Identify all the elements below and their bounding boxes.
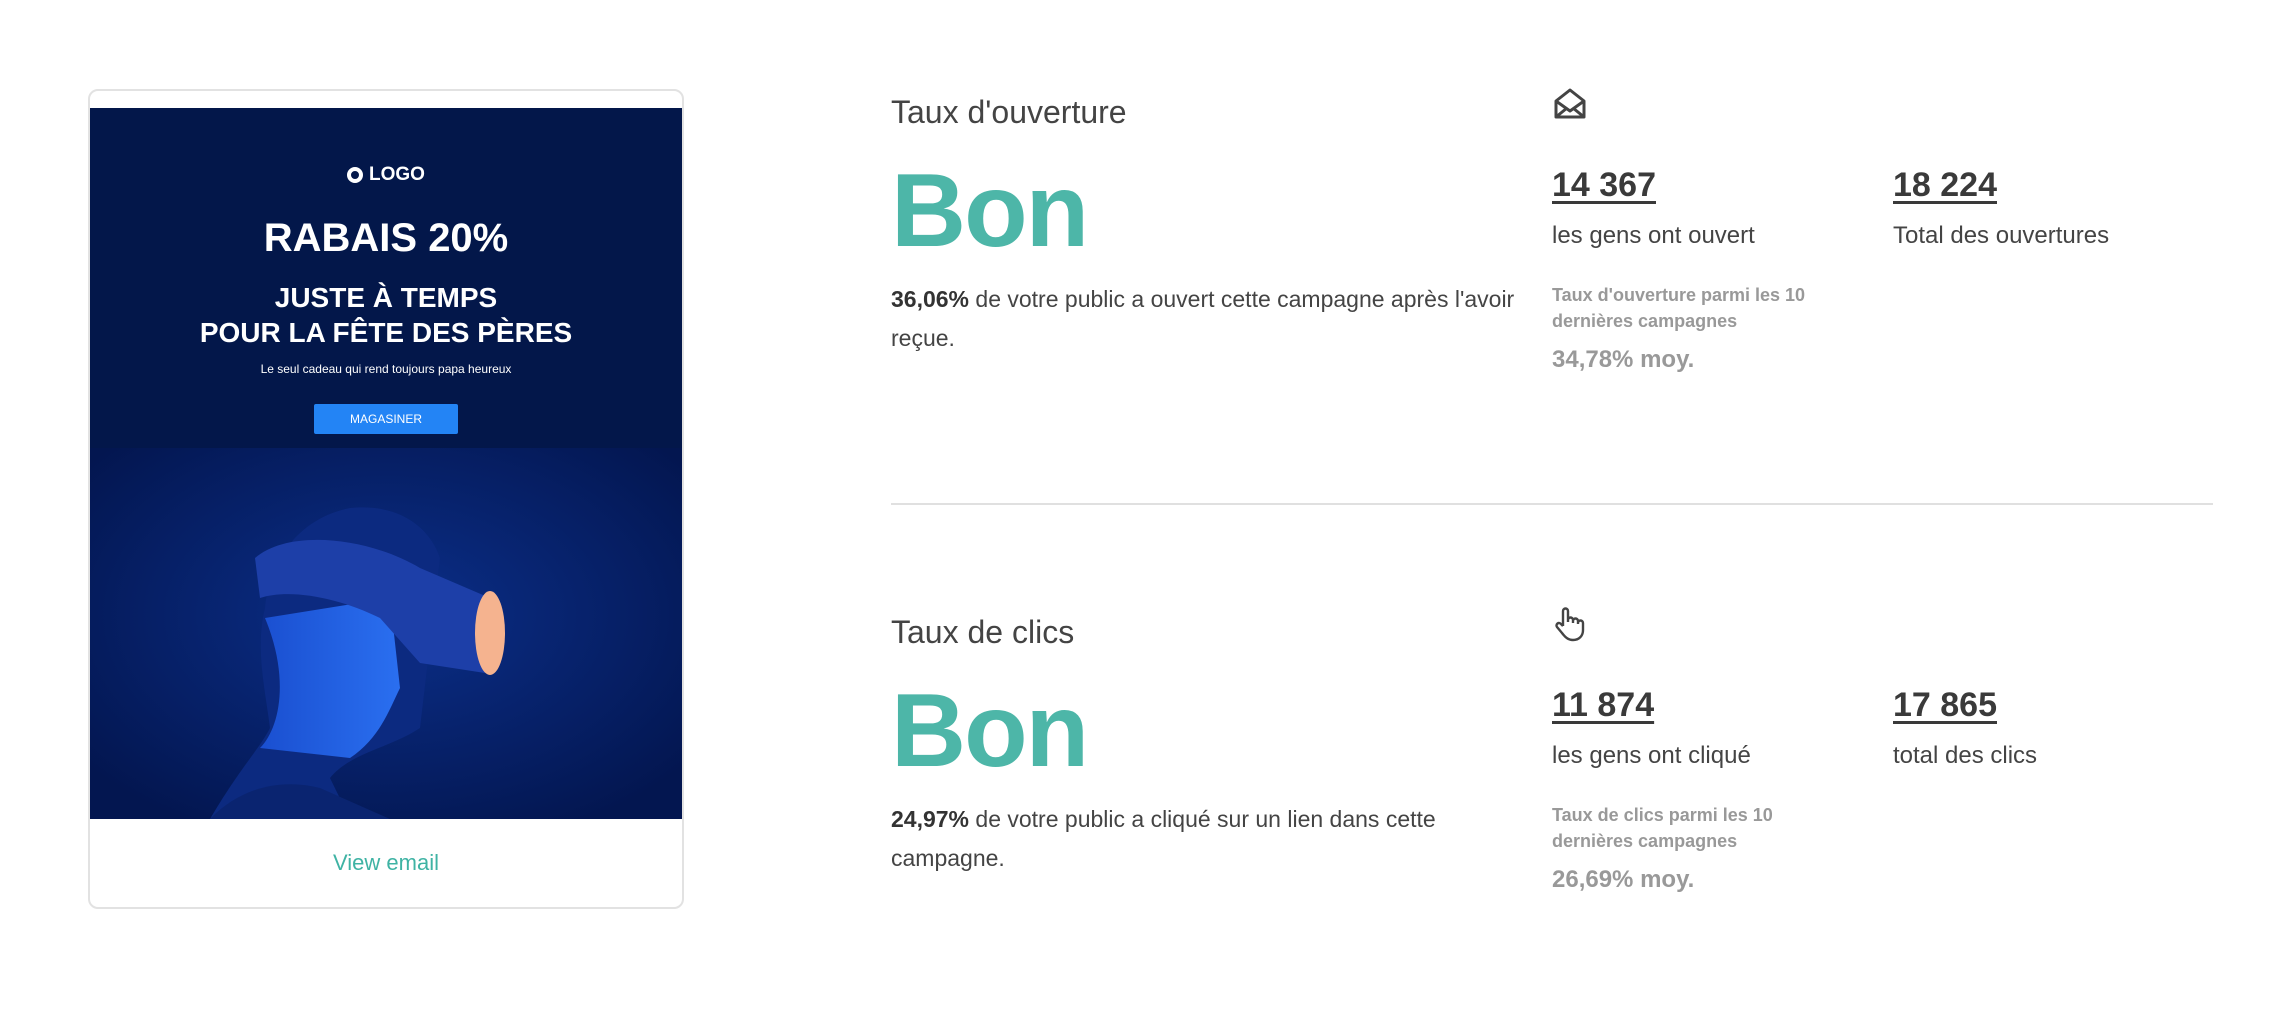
email-subheadline: JUSTE À TEMPS POUR LA FÊTE DES PÈRES [90,280,682,350]
email-tagline: Le seul cadeau qui rend toujours papa he… [260,362,512,376]
email-logo: LOGO [90,164,682,186]
click-rate-description: 24,97% de votre public a cliqué sur un l… [891,800,1531,878]
open-benchmark-value: 34,78% moy. [1552,346,1695,373]
subheadline-line-1: JUSTE À TEMPS [274,282,498,313]
click-benchmark-label: Taux de clics parmi les 10 dernières cam… [1552,805,1773,851]
hand-pointer-icon [1555,607,1585,642]
email-cta-button: MAGASINER [314,404,458,434]
vr-headset-photo [90,448,682,819]
email-thumbnail: LOGO RABAIS 20% JUSTE À TEMPS POUR LA FÊT… [90,108,682,819]
people-clicked-label: les gens ont cliqué [1552,742,1751,769]
email-preview-card: LOGO RABAIS 20% JUSTE À TEMPS POUR LA FÊT… [88,89,684,909]
open-benchmark-label: Taux d'ouverture parmi les 10 dernières … [1552,285,1806,331]
total-opens-label: Total des ouvertures [1893,222,2110,249]
open-rate-description: 36,06% de votre public a ouvert cette ca… [891,280,1531,358]
section-divider [891,503,2213,505]
open-rate-percent: 36,06% [891,286,970,312]
people-clicked-count[interactable]: 11 874 [1552,686,1655,724]
subheadline-line-2: POUR LA FÊTE DES PÈRES [199,317,573,348]
open-rate-description-text: de votre public a ouvert cette campagne … [891,286,1515,351]
open-rate-section: Taux d'ouverture Bon 36,06% de votre pub… [891,88,2221,514]
email-headline: RABAIS 20% [263,216,509,260]
total-clicks-label: total des clics [1893,742,2038,769]
logo-icon [347,166,364,183]
click-rate-title: Taux de clics [891,614,1075,650]
open-rate-rating: Bon [891,153,1089,269]
people-opened-count[interactable]: 14 367 [1552,166,1656,204]
view-email-link[interactable]: View email [333,850,439,875]
open-rate-title: Taux d'ouverture [891,94,1127,130]
click-rate-rating: Bon [891,673,1089,789]
click-rate-description-text: de votre public a cliqué sur un lien dan… [891,806,1436,871]
envelope-open-icon [1554,88,1586,119]
click-benchmark-value: 26,69% moy. [1552,866,1695,893]
logo-text: LOGO [369,164,425,185]
total-clicks-count[interactable]: 17 865 [1893,686,1997,724]
click-rate-section: Taux de clics Bon 24,97% de votre public… [891,607,2221,1034]
total-opens-count[interactable]: 18 224 [1893,166,1997,204]
people-opened-label: les gens ont ouvert [1552,222,1755,249]
click-rate-percent: 24,97% [891,806,970,832]
